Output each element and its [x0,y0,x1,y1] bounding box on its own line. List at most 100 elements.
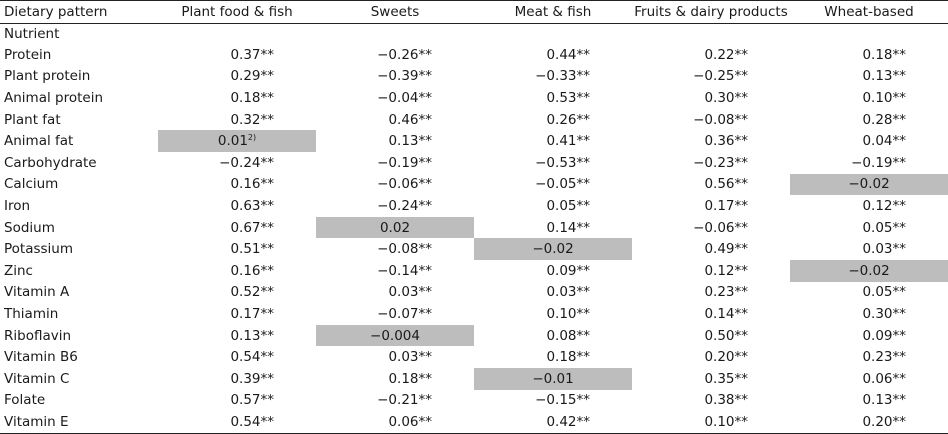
header-wheat-based: Wheat-based [790,0,948,24]
table-cell-highlighted: 0.012) [158,130,316,152]
cell-value: 0.12** [704,262,748,279]
cell-value: 0.03** [388,284,432,301]
table-cell: 0.12** [632,260,790,282]
row-label: Vitamin B6 [4,349,78,366]
table-cell: 0.30** [632,87,790,109]
cell-value: −0.004 [370,327,420,344]
table-cell: −0.05** [474,174,632,196]
row-label: Potassium [4,241,74,258]
table-cell: −0.26** [316,44,474,66]
table-cell: −0.06** [316,174,474,196]
cell-value: 0.30** [704,89,748,106]
table-row: Plant fat 0.32** 0.46** 0.26** −0.08** 0.28** [0,109,948,131]
cell-value: 0.05** [862,284,906,301]
header-sweets: Sweets [316,0,474,24]
cell-value: 0.20** [862,413,906,430]
table-cell: 0.12** [790,195,948,217]
cell-value: −0.06** [693,219,748,236]
table-cell: 0.28** [790,109,948,131]
table-cell: 0.53** [474,87,632,109]
table-cell-highlighted: 0.02 [316,216,474,239]
cell-value: −0.24** [219,154,274,171]
cell-value: −0.02 [848,176,890,193]
cell-value: 0.23** [704,284,748,301]
cell-value: 0.14** [704,305,748,322]
table-row: Vitamin E 0.54** 0.06** 0.42** 0.10** 0.20** [0,411,948,434]
table-cell-highlighted: −0.02 [474,238,632,260]
table-cell: 0.03** [790,238,948,260]
table-cell: 0.38** [632,390,790,412]
cell-value: 0.26** [546,111,590,128]
table-cell: 0.13** [790,390,948,412]
table-cell: 0.20** [790,411,948,434]
table-cell: −0.14** [316,260,474,282]
cell-value: 0.49** [704,241,748,258]
table-row: Iron 0.63** −0.24** 0.05** 0.17** 0.12** [0,195,948,217]
table-cell: −0.15** [474,390,632,412]
table-cell: 0.32** [158,109,316,131]
table-cell: −0.08** [632,109,790,131]
table-cell: 0.09** [474,260,632,282]
cell-value: 0.50** [704,327,748,344]
table-cell: −0.24** [316,195,474,217]
table-cell: −0.33** [474,66,632,88]
cell-value: −0.53** [535,154,590,171]
section-label: Nutrient [4,26,60,42]
header-dietary-pattern: Dietary pattern [0,0,158,24]
table-row: Thiamin 0.17** −0.07** 0.10** 0.14** 0.30** [0,303,948,325]
row-label: Plant protein [4,68,91,85]
cell-value: 0.08** [546,327,590,344]
table-cell: −0.25** [632,66,790,88]
cell-value: 0.57** [230,392,274,409]
table-cell: 0.14** [632,303,790,325]
table-cell: 0.67** [158,217,316,239]
cell-value: 0.44** [546,46,590,63]
table-cell: 0.13** [158,325,316,347]
table-cell: 0.13** [316,130,474,152]
row-label: Protein [4,46,52,63]
table-cell: 0.44** [474,44,632,66]
table-cell: 0.51** [158,238,316,260]
cell-value: 0.18** [862,46,906,63]
table-cell: 0.26** [474,109,632,131]
cell-value: 0.02 [379,219,411,236]
table-cell: 0.05** [790,282,948,304]
row-label: Vitamin C [4,370,70,387]
table-cell: 0.03** [474,282,632,304]
table-row: Animal fat 0.012) 0.13** 0.41** 0.36** 0.04** [0,130,948,152]
table-cell: 0.03** [316,282,474,304]
table-cell: −0.24** [158,152,316,174]
row-label: Carbohydrate [4,154,97,171]
table-cell: 0.16** [158,260,316,282]
table-cell: −0.06** [632,217,790,239]
table-row: Protein 0.37** −0.26** 0.44** 0.22** 0.18** [0,44,948,66]
table-cell: 0.57** [158,390,316,412]
cell-value: −0.06** [377,176,432,193]
cell-value: 0.18** [388,370,432,387]
table-row: Potassium 0.51** −0.08** −0.02 0.49** 0.03** [0,238,948,260]
cell-value: 0.30** [862,305,906,322]
cell-value: 0.53** [546,89,590,106]
table-cell-highlighted: −0.02 [790,259,948,282]
cell-value: 0.23** [862,349,906,366]
cell-value: 0.05** [546,197,590,214]
cell-value: 0.18** [546,349,590,366]
cell-value: 0.16** [230,176,274,193]
table-cell: 0.42** [474,411,632,434]
cell-value: −0.08** [693,111,748,128]
table-cell: 0.30** [790,303,948,325]
cell-value: −0.04** [377,89,432,106]
table-cell: 0.29** [158,66,316,88]
table-row: Calcium 0.16** −0.06** −0.05** 0.56** −0.02 [0,173,948,196]
table-cell: 0.63** [158,195,316,217]
table-cell: −0.19** [790,152,948,174]
table-cell: 0.20** [632,346,790,368]
footnote-mark: 2) [247,133,257,143]
cell-value: 0.16** [230,262,274,279]
row-label: Animal protein [4,89,103,106]
header-row: Dietary pattern Plant food & fish Sweets… [0,0,948,24]
table-cell: 0.16** [158,174,316,196]
table-row: Plant protein 0.29** −0.39** −0.33** −0.25**… [0,66,948,88]
table-row: Riboflavin 0.13** −0.004 0.08** 0.50** 0.09** [0,324,948,347]
